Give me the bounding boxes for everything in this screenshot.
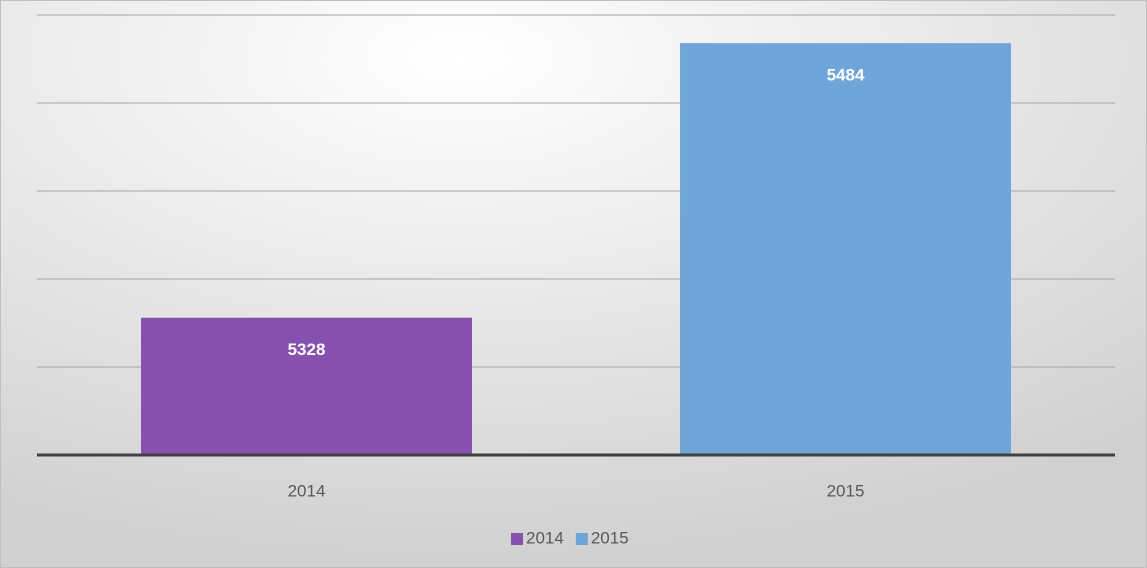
data-label: 5484 [827,66,865,85]
bar [141,317,472,455]
legend-swatch [575,533,588,545]
x-tick-label: 2014 [288,481,326,500]
legend-label: 2015 [591,528,629,547]
legend-label: 2014 [526,528,564,547]
legend-swatch [511,533,523,545]
data-label: 5328 [288,340,326,359]
bar [680,43,1011,455]
x-tick-label: 2015 [827,481,865,500]
